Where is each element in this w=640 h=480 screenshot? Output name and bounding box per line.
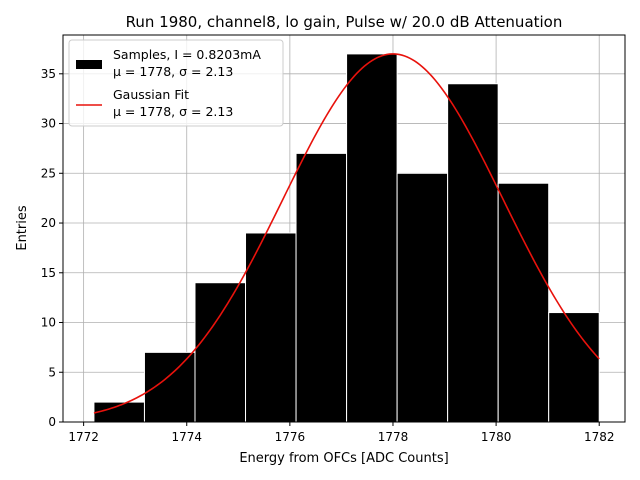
chart-title: Run 1980, channel8, lo gain, Pulse w/ 20…	[126, 13, 563, 31]
y-tick-label: 25	[41, 166, 56, 180]
y-tick-label: 10	[41, 316, 56, 330]
x-axis-label: Energy from OFCs [ADC Counts]	[239, 451, 448, 466]
histogram-bar	[194, 282, 247, 423]
legend-fit-stats: μ = 1778, σ = 2.13	[113, 104, 233, 119]
y-axis-label: Entries	[15, 205, 30, 251]
histogram-bar	[295, 152, 348, 423]
legend-histogram-label: Samples, I = 0.8203mA	[113, 47, 261, 62]
y-axis-ticks: 0 5 10 15 20 25 30 35	[41, 67, 63, 429]
histogram-bar	[346, 53, 398, 423]
y-tick-label: 15	[41, 266, 56, 280]
y-tick-label: 20	[41, 216, 56, 230]
legend-histogram-stats: μ = 1778, σ = 2.13	[113, 64, 233, 79]
histogram-bar	[497, 182, 550, 423]
histogram-bars	[93, 53, 600, 423]
histogram-bar	[447, 83, 499, 423]
histogram-bar	[245, 232, 297, 423]
x-tick-label: 1778	[378, 430, 409, 444]
x-tick-label: 1774	[171, 430, 202, 444]
histogram-bar	[143, 351, 196, 423]
x-tick-label: 1780	[481, 430, 512, 444]
x-axis-ticks: 1772 1774 1776 1778 1780 1782	[68, 422, 614, 444]
legend-fit-label: Gaussian Fit	[113, 87, 189, 102]
histogram-bar	[548, 312, 600, 423]
legend: Samples, I = 0.8203mA μ = 1778, σ = 2.13…	[68, 39, 284, 127]
y-tick-label: 5	[48, 365, 56, 379]
gaussian-fit-curve	[93, 53, 600, 414]
histogram-bar	[396, 172, 449, 423]
legend-box	[68, 39, 284, 127]
x-tick-label: 1776	[275, 430, 306, 444]
legend-histogram-swatch	[76, 60, 102, 69]
y-tick-label: 35	[41, 67, 56, 81]
y-tick-label: 30	[41, 117, 56, 131]
x-tick-label: 1772	[68, 430, 99, 444]
x-tick-label: 1782	[584, 430, 615, 444]
y-tick-label: 0	[48, 415, 56, 429]
plot-frame	[62, 34, 626, 423]
